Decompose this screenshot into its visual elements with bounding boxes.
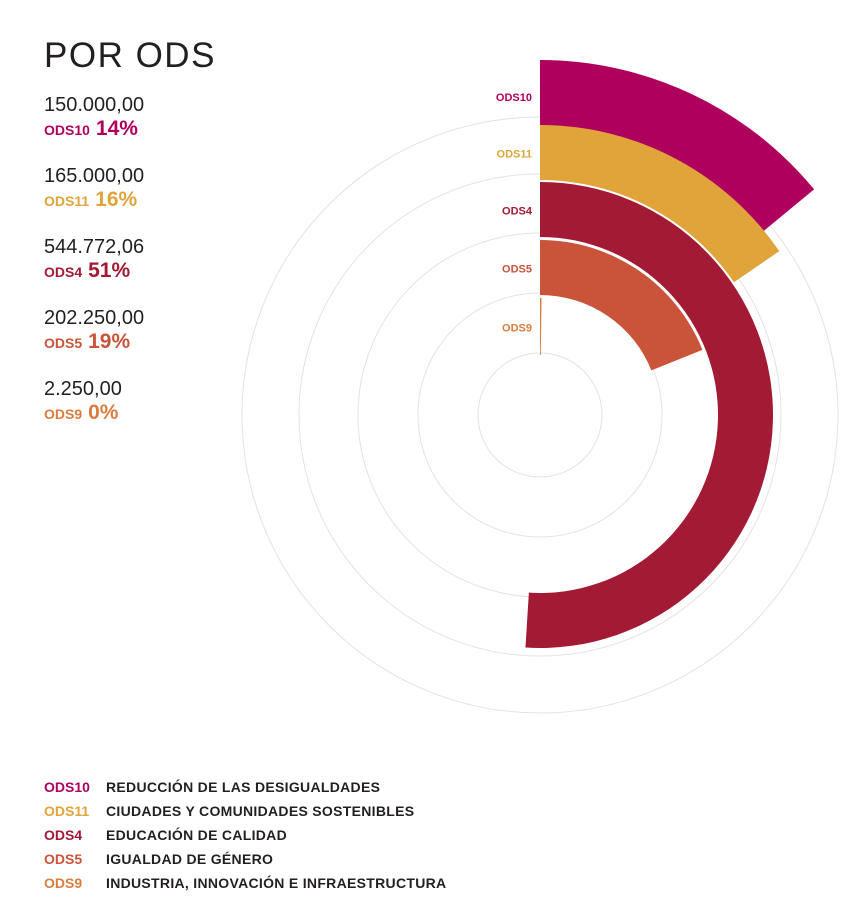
legend-item-ods9: ODS9 INDUSTRIA, INNOVACIÓN E INFRAESTRUCT…: [44, 873, 446, 897]
bar-arcs: [525, 60, 815, 649]
legend-item-ods5: ODS5 IGUALDAD DE GÉNERO: [44, 849, 446, 873]
legend-code: ODS4: [44, 827, 83, 843]
legend-code: ODS5: [44, 851, 83, 867]
stat-code: ODS11: [44, 193, 90, 209]
stat-amount: 544.772,06: [44, 236, 145, 258]
bar-labels: ODS10 ODS11 ODS4 ODS5 ODS9: [496, 92, 533, 335]
stat-amount: 165.000,00: [44, 165, 145, 187]
legend-item-ods4: ODS4 EDUCACIÓN DE CALIDAD: [44, 825, 446, 849]
legend-item-ods11: ODS11 CIUDADES Y COMUNIDADES SOSTENIBLES: [44, 801, 446, 825]
stat-percent: 14%: [95, 117, 138, 140]
stat-ods4: 544.772,06 ODS4 51%: [44, 235, 144, 306]
legend-name: EDUCACIÓN DE CALIDAD: [106, 827, 287, 843]
stat-percent: 0%: [88, 401, 119, 424]
stats-list: 150.000,00 ODS10 14% 165.000,00 ODS11 16% …: [44, 93, 144, 448]
stat-ods11: 165.000,00 ODS11 16%: [44, 164, 144, 235]
legend: ODS10 REDUCCIÓN DE LAS DESIGUALDADES ODS1…: [44, 777, 446, 897]
chart-title: POR ODS: [44, 36, 216, 75]
stat-code: ODS5: [44, 335, 83, 351]
bar-label-ods10: ODS10: [496, 92, 532, 104]
bar-label-ods4: ODS4: [502, 206, 533, 218]
stat-code: ODS4: [44, 264, 83, 280]
stat-amount: 202.250,00: [44, 307, 145, 329]
legend-code: ODS9: [44, 875, 83, 891]
stat-percent: 16%: [95, 188, 138, 211]
bar-ods4: [525, 182, 774, 649]
bar-label-ods5: ODS5: [502, 264, 532, 276]
legend-code: ODS10: [44, 779, 90, 795]
legend-name: IGUALDAD DE GÉNERO: [106, 851, 274, 867]
bar-ods5: [540, 240, 703, 371]
legend-name: REDUCCIÓN DE LAS DESIGUALDADES: [106, 779, 381, 795]
stat-code: ODS10: [44, 122, 90, 138]
bar-label-ods9: ODS9: [502, 323, 532, 335]
stat-percent: 19%: [88, 330, 131, 353]
legend-code: ODS11: [44, 803, 90, 819]
legend-name: INDUSTRIA, INNOVACIÓN E INFRAESTRUCTURA: [106, 875, 447, 891]
stat-code: ODS9: [44, 406, 83, 422]
bar-ods10: [540, 60, 815, 236]
bar-label-ods11: ODS11: [497, 149, 532, 161]
stat-percent: 51%: [88, 259, 131, 282]
bar-ods11: [540, 125, 780, 283]
legend-name: CIUDADES Y COMUNIDADES SOSTENIBLES: [106, 803, 415, 819]
stat-ods9: 2.250,00 ODS9 0%: [44, 377, 144, 448]
stat-ods5: 202.250,00 ODS5 19%: [44, 306, 144, 377]
legend-item-ods10: ODS10 REDUCCIÓN DE LAS DESIGUALDADES: [44, 777, 446, 801]
stat-amount: 150.000,00: [44, 94, 145, 116]
grid-ring-1: [477, 352, 603, 478]
bar-ods9: [540, 298, 542, 356]
stat-ods10: 150.000,00 ODS10 14%: [44, 93, 144, 164]
stat-amount: 2.250,00: [44, 378, 122, 400]
